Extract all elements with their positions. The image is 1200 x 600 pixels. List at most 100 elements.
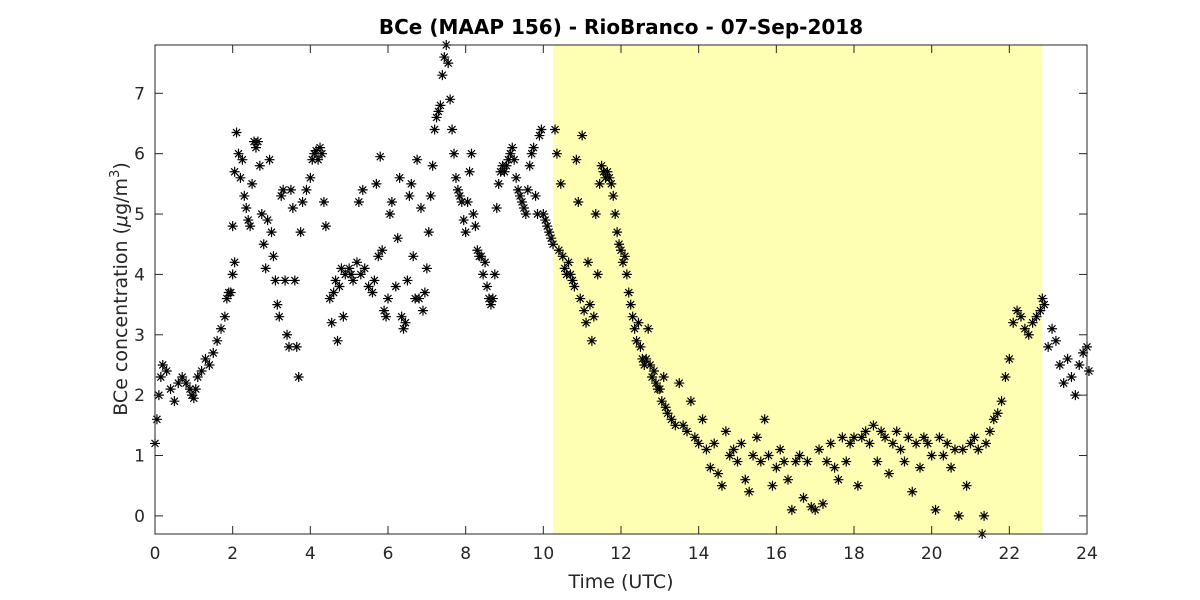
data-point xyxy=(204,359,215,370)
data-point xyxy=(633,317,644,328)
data-point xyxy=(493,178,504,189)
data-point xyxy=(445,94,456,105)
data-point xyxy=(491,203,502,213)
data-point xyxy=(829,462,840,473)
data-point xyxy=(524,160,535,171)
data-point xyxy=(639,359,650,370)
data-point xyxy=(880,432,891,443)
data-point xyxy=(151,414,162,425)
data-point xyxy=(1000,372,1011,383)
data-point xyxy=(581,317,592,328)
y-axis-label-mu: μ xyxy=(110,215,132,228)
data-point xyxy=(1023,329,1034,340)
data-point xyxy=(295,227,306,238)
x-tick-label: 10 xyxy=(533,544,555,564)
data-point xyxy=(254,160,265,171)
data-point xyxy=(786,504,797,515)
data-point xyxy=(817,498,828,509)
data-point xyxy=(165,384,176,395)
data-point xyxy=(629,323,640,334)
data-point xyxy=(383,293,393,304)
data-point xyxy=(212,335,223,346)
data-point xyxy=(373,251,384,262)
data-point xyxy=(282,329,293,340)
data-point xyxy=(650,378,661,389)
data-point xyxy=(489,269,500,280)
data-point xyxy=(806,501,817,512)
data-point xyxy=(408,251,419,262)
data-point xyxy=(705,462,716,473)
data-point xyxy=(891,426,902,437)
x-tick-label: 4 xyxy=(305,544,316,564)
data-point xyxy=(311,145,322,156)
data-point xyxy=(309,148,320,159)
data-point xyxy=(567,275,578,286)
data-point xyxy=(1083,366,1094,376)
data-point xyxy=(468,209,479,220)
data-point xyxy=(1035,305,1046,316)
data-point xyxy=(208,347,219,358)
data-point xyxy=(825,438,836,449)
data-point xyxy=(344,263,355,274)
data-point xyxy=(247,178,258,189)
data-point xyxy=(794,450,805,461)
data-point xyxy=(196,366,207,376)
data-point xyxy=(656,396,667,407)
data-point xyxy=(899,456,910,467)
data-point xyxy=(666,414,677,425)
data-point xyxy=(946,462,957,473)
data-point xyxy=(274,311,285,322)
data-point xyxy=(623,287,634,298)
data-point xyxy=(837,432,848,443)
data-point xyxy=(1004,353,1015,364)
y-axis-label-unit: g/m xyxy=(110,178,132,215)
x-tick-label: 0 xyxy=(150,544,161,564)
y-axis-label: BCe concentration (μg/m3) xyxy=(108,162,132,416)
data-point xyxy=(450,172,461,183)
x-axis-label: Time (UTC) xyxy=(567,571,673,593)
data-point xyxy=(538,209,549,220)
y-tick-label: 2 xyxy=(134,386,145,406)
data-points xyxy=(150,40,1094,539)
data-point xyxy=(371,178,382,189)
data-point xyxy=(313,154,324,165)
data-point xyxy=(472,245,483,256)
data-point xyxy=(957,444,968,455)
data-point xyxy=(419,287,430,298)
data-point xyxy=(1062,353,1073,364)
data-point xyxy=(443,58,454,69)
data-point xyxy=(485,299,496,310)
data-point xyxy=(367,287,378,298)
data-point xyxy=(751,432,762,443)
data-point xyxy=(233,148,244,159)
data-point xyxy=(763,450,774,461)
y-axis-label-superscript: 3 xyxy=(108,170,123,178)
data-point xyxy=(701,444,712,455)
data-point xyxy=(377,245,388,256)
data-point xyxy=(241,203,252,213)
data-point xyxy=(887,438,898,449)
data-point xyxy=(992,408,1003,419)
data-point xyxy=(252,136,263,147)
data-point xyxy=(452,184,463,195)
data-point xyxy=(546,233,557,244)
data-point xyxy=(1008,317,1019,328)
data-point xyxy=(287,203,298,213)
data-point xyxy=(462,196,473,207)
data-point xyxy=(833,474,844,485)
data-point xyxy=(285,184,296,195)
data-point xyxy=(499,166,510,177)
data-point xyxy=(353,196,364,207)
data-point xyxy=(841,456,852,467)
data-point xyxy=(280,275,291,286)
data-point xyxy=(320,221,331,232)
x-tick-label: 22 xyxy=(999,544,1021,564)
data-point xyxy=(548,239,559,250)
data-point xyxy=(845,438,856,449)
data-point xyxy=(219,311,230,322)
data-point xyxy=(627,311,638,322)
data-point xyxy=(396,311,407,322)
data-point xyxy=(416,203,427,213)
x-tick-label: 24 xyxy=(1076,544,1098,564)
data-point xyxy=(449,148,460,159)
